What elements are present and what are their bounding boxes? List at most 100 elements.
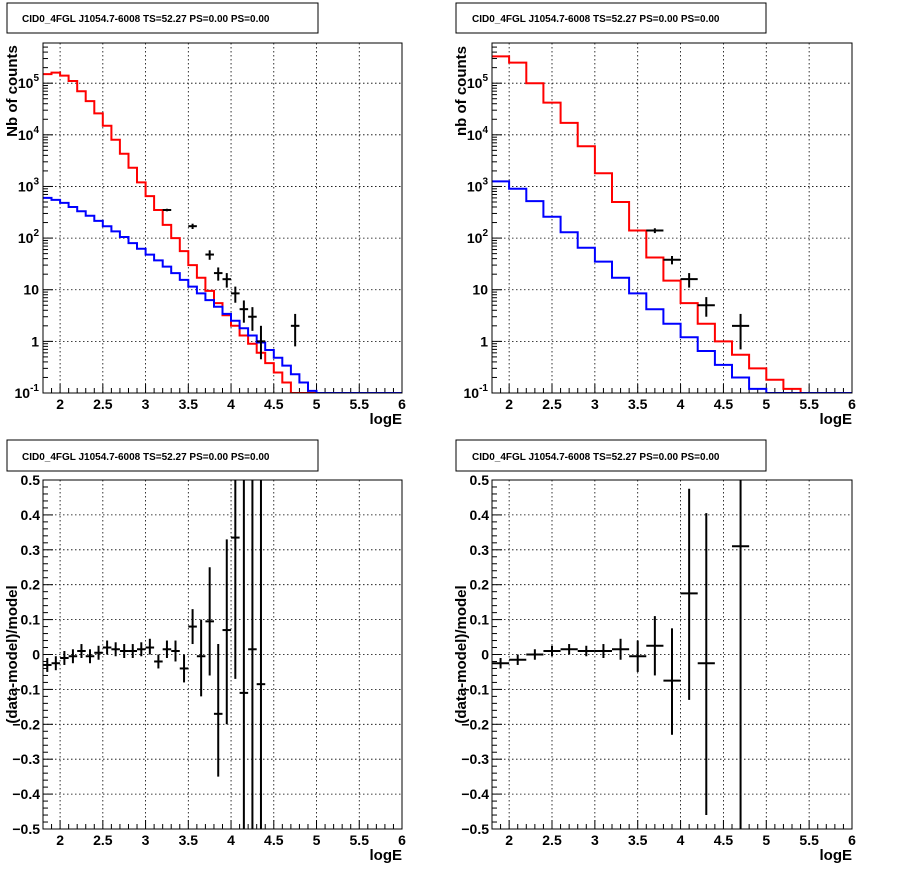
x-tick-label: 3 [591, 396, 599, 412]
y-tick-label: 10 [472, 282, 488, 298]
data-point [239, 480, 249, 829]
data-point [51, 656, 61, 671]
x-axis-label: logE [820, 411, 853, 428]
data-point [256, 325, 266, 360]
x-tick-label: 4 [227, 832, 235, 848]
x-tick-label: 2 [56, 396, 64, 412]
chart-title: CID0_4FGL J1054.7-6008 TS=52.27 PS=0.00 … [22, 14, 270, 25]
chart-panel-1: CID0_4FGL J1054.7-6008 TS=52.27 PS=0.00 … [4, 2, 406, 428]
chart-title-box [455, 439, 767, 472]
data-point [179, 654, 189, 683]
y-tick-label: 0.5 [21, 472, 41, 488]
data-point [680, 273, 698, 288]
data-point [732, 313, 750, 350]
x-tick-label: 5 [313, 832, 321, 848]
data-point [213, 644, 223, 777]
y-tick-label: −0.2 [12, 716, 40, 732]
data-point [256, 480, 266, 829]
data-point [577, 645, 595, 657]
y-tick-label: 104 [467, 125, 489, 143]
x-tick-label: 2.5 [93, 396, 113, 412]
y-tick-label: −0.5 [12, 821, 40, 837]
plot-frame [42, 42, 403, 394]
x-axis-label: logE [370, 411, 403, 428]
model-total-histogram [43, 71, 402, 393]
y-tick-label: 104 [18, 125, 40, 143]
data-point [43, 657, 52, 672]
y-tick-label: 0 [481, 647, 489, 663]
data-point [248, 480, 257, 829]
plot-area [492, 480, 750, 829]
y-tick-label: 0 [32, 647, 40, 663]
data-point [162, 640, 172, 658]
data-point [248, 307, 257, 331]
data-point [509, 654, 527, 665]
y-tick-label: 0.3 [21, 542, 41, 558]
y-tick-label: −0.1 [461, 681, 489, 697]
data-point [60, 651, 69, 665]
x-tick-label: 4 [227, 396, 235, 412]
data-point [111, 642, 120, 657]
data-point [560, 644, 578, 655]
chart-panel-4: CID0_4FGL J1054.7-6008 TS=52.27 PS=0.00 … [453, 439, 856, 864]
x-tick-label: 2.5 [542, 832, 562, 848]
y-tick-label: 10 [23, 282, 39, 298]
y-tick-label: 105 [467, 73, 489, 91]
x-tick-label: 3 [142, 832, 150, 848]
data-point [137, 642, 146, 657]
data-point [154, 654, 163, 669]
y-tick-label: 105 [18, 73, 40, 91]
x-tick-label: 4.5 [714, 396, 734, 412]
data-point [222, 273, 232, 288]
y-tick-label: −0.4 [12, 786, 40, 802]
y-tick-label: 0.1 [21, 612, 41, 628]
y-tick-label: −0.3 [12, 751, 40, 767]
data-point [145, 638, 155, 655]
x-tick-label: 3.5 [179, 396, 199, 412]
data-point [77, 644, 86, 658]
chart-title: CID0_4FGL J1054.7-6008 TS=52.27 PS=0.00 … [472, 14, 720, 25]
data-point [612, 638, 630, 660]
y-axis-label: (data-model)/model [4, 585, 21, 723]
data-point [119, 644, 129, 658]
x-tick-label: 2.5 [93, 832, 113, 848]
chart-panel-3: CID0_4FGL J1054.7-6008 TS=52.27 PS=0.00 … [4, 439, 406, 864]
x-tick-label: 6 [848, 832, 856, 848]
data-point [94, 645, 103, 660]
x-tick-label: 2 [505, 396, 513, 412]
data-point [663, 255, 681, 265]
x-tick-label: 5.5 [799, 396, 819, 412]
x-tick-label: 4 [677, 832, 685, 848]
y-tick-label: 0.1 [470, 612, 490, 628]
y-tick-label: −0.3 [461, 751, 489, 767]
data-point [290, 313, 300, 347]
x-tick-label: 3.5 [628, 832, 648, 848]
y-tick-label: 102 [18, 228, 40, 246]
y-tick-label: −0.1 [12, 681, 40, 697]
model-background-histogram [492, 180, 852, 393]
x-tick-label: 5.5 [350, 832, 370, 848]
data-point [239, 300, 249, 323]
y-tick-label: 1 [480, 333, 488, 349]
data-point [231, 286, 240, 303]
y-tick-label: −0.4 [461, 786, 489, 802]
data-point [629, 640, 647, 672]
x-tick-label: 6 [848, 396, 856, 412]
y-tick-label: −0.2 [461, 716, 489, 732]
x-tick-label: 2 [505, 832, 513, 848]
plot-area [43, 480, 266, 829]
y-axis-label: (data-model)/model [453, 585, 470, 723]
y-tick-label: 0.4 [21, 507, 41, 523]
x-tick-label: 4 [677, 396, 685, 412]
y-tick-label: 1 [31, 333, 39, 349]
data-point [205, 250, 214, 260]
plot-frame [491, 42, 853, 394]
data-point [205, 567, 214, 676]
data-point [222, 539, 232, 725]
data-point [732, 480, 750, 829]
y-tick-label: 0.2 [470, 577, 490, 593]
chart-title-box [6, 2, 319, 34]
x-axis-label: logE [820, 847, 853, 864]
y-tick-label: −0.5 [461, 821, 489, 837]
x-tick-label: 5 [313, 396, 321, 412]
